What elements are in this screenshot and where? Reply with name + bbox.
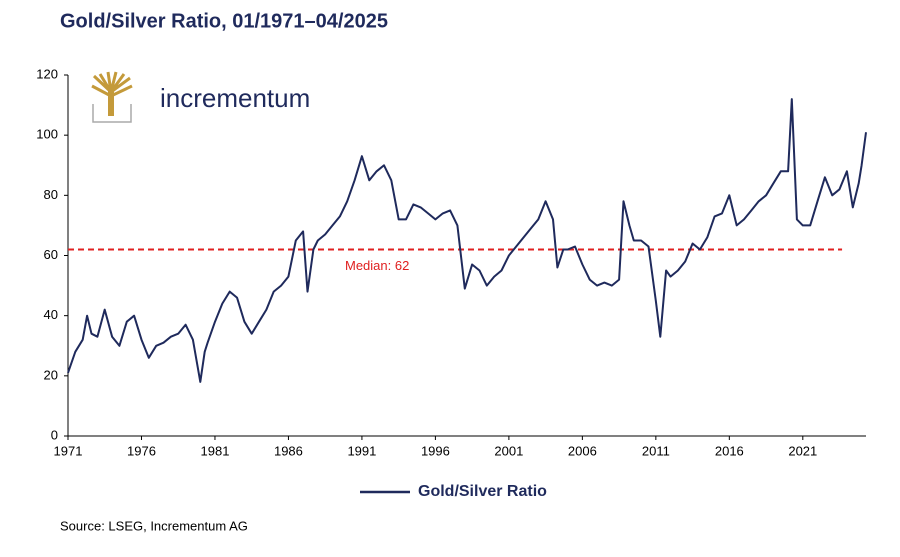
- y-tick-label: 60: [44, 247, 58, 262]
- x-tick-label: 1986: [274, 443, 303, 458]
- y-tick-label: 40: [44, 307, 58, 322]
- median-label: Median: 62: [345, 258, 409, 273]
- x-tick-label: 1976: [127, 443, 156, 458]
- x-tick-label: 2006: [568, 443, 597, 458]
- x-tick-label: 2011: [642, 443, 670, 458]
- series-line: [67, 98, 867, 383]
- y-tick-label: 120: [36, 66, 58, 81]
- x-tick-label: 2001: [494, 443, 523, 458]
- x-tick-label: 1981: [201, 443, 230, 458]
- logo-text: incrementum: [160, 83, 310, 113]
- y-tick-label: 0: [51, 427, 58, 442]
- y-tick-label: 20: [44, 367, 58, 382]
- source: Source: LSEG, Incrementum AG: [60, 518, 248, 533]
- legend-label: Gold/Silver Ratio: [418, 483, 547, 500]
- x-tick-label: 1971: [54, 443, 83, 458]
- x-tick-label: 1991: [347, 443, 376, 458]
- y-tick-label: 80: [44, 187, 58, 202]
- x-tick-label: 1996: [421, 443, 450, 458]
- x-tick-label: 2016: [715, 443, 744, 458]
- chart-title: Gold/Silver Ratio, 01/1971–04/2025: [60, 10, 388, 32]
- logo-icon: [91, 71, 133, 123]
- y-tick-label: 100: [36, 127, 58, 142]
- x-tick-label: 2021: [788, 443, 817, 458]
